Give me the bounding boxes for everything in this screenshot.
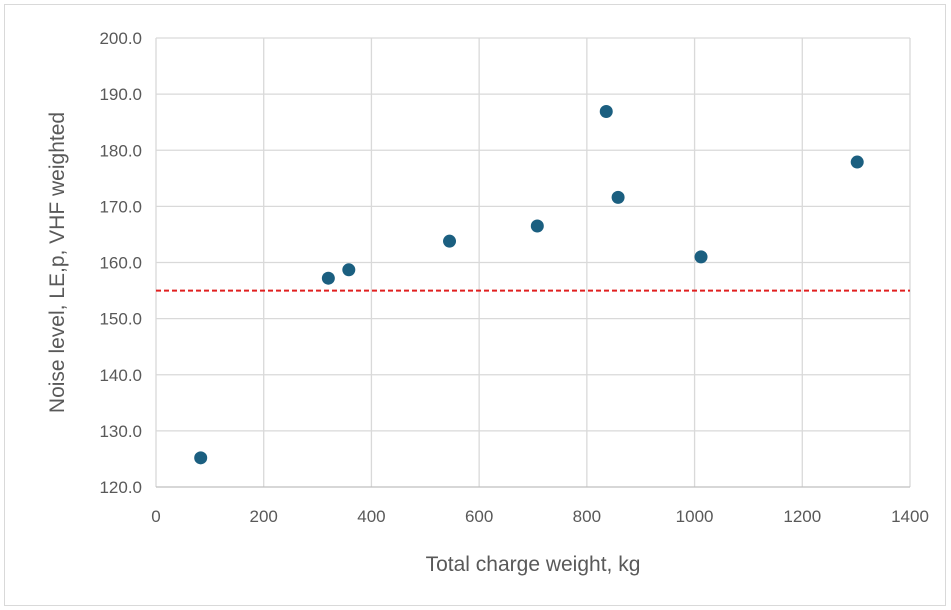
y-tick-label: 120.0 (99, 478, 142, 497)
y-tick-label: 140.0 (99, 366, 142, 385)
data-point (850, 155, 864, 169)
x-axis-title: Total charge weight, kg (426, 553, 641, 576)
gridlines (155, 37, 911, 488)
data-point (694, 250, 708, 264)
data-point (321, 271, 335, 285)
y-tick-label: 150.0 (99, 310, 142, 329)
y-tick-label: 190.0 (99, 85, 142, 104)
y-tick-labels: 120.0 130.0 140.0 150.0 160.0 170.0 180.0 190.0… (99, 29, 142, 497)
y-tick-label: 200.0 (99, 29, 142, 48)
data-point (443, 234, 457, 248)
x-tick-label: 0 (151, 507, 160, 526)
data-points (194, 105, 864, 465)
x-tick-label: 800 (573, 507, 601, 526)
x-tick-label: 1200 (783, 507, 821, 526)
y-tick-label: 160.0 (99, 254, 142, 273)
data-point (194, 451, 208, 465)
data-point (611, 190, 625, 204)
y-tick-label: 130.0 (99, 422, 142, 441)
data-point (599, 105, 613, 119)
chart-frame (4, 4, 946, 606)
x-tick-label: 200 (250, 507, 278, 526)
x-tick-labels: 0 200 400 600 800 1000 1200 1400 (151, 507, 929, 526)
y-tick-label: 170.0 (99, 197, 142, 216)
data-point (530, 219, 544, 233)
y-axis-title: Noise level, LE,p, VHF weighted (46, 112, 69, 413)
x-tick-label: 1400 (891, 507, 929, 526)
x-tick-label: 400 (357, 507, 385, 526)
y-tick-label: 180.0 (99, 141, 142, 160)
data-point (342, 263, 356, 277)
x-tick-label: 1000 (676, 507, 714, 526)
x-tick-label: 600 (465, 507, 493, 526)
